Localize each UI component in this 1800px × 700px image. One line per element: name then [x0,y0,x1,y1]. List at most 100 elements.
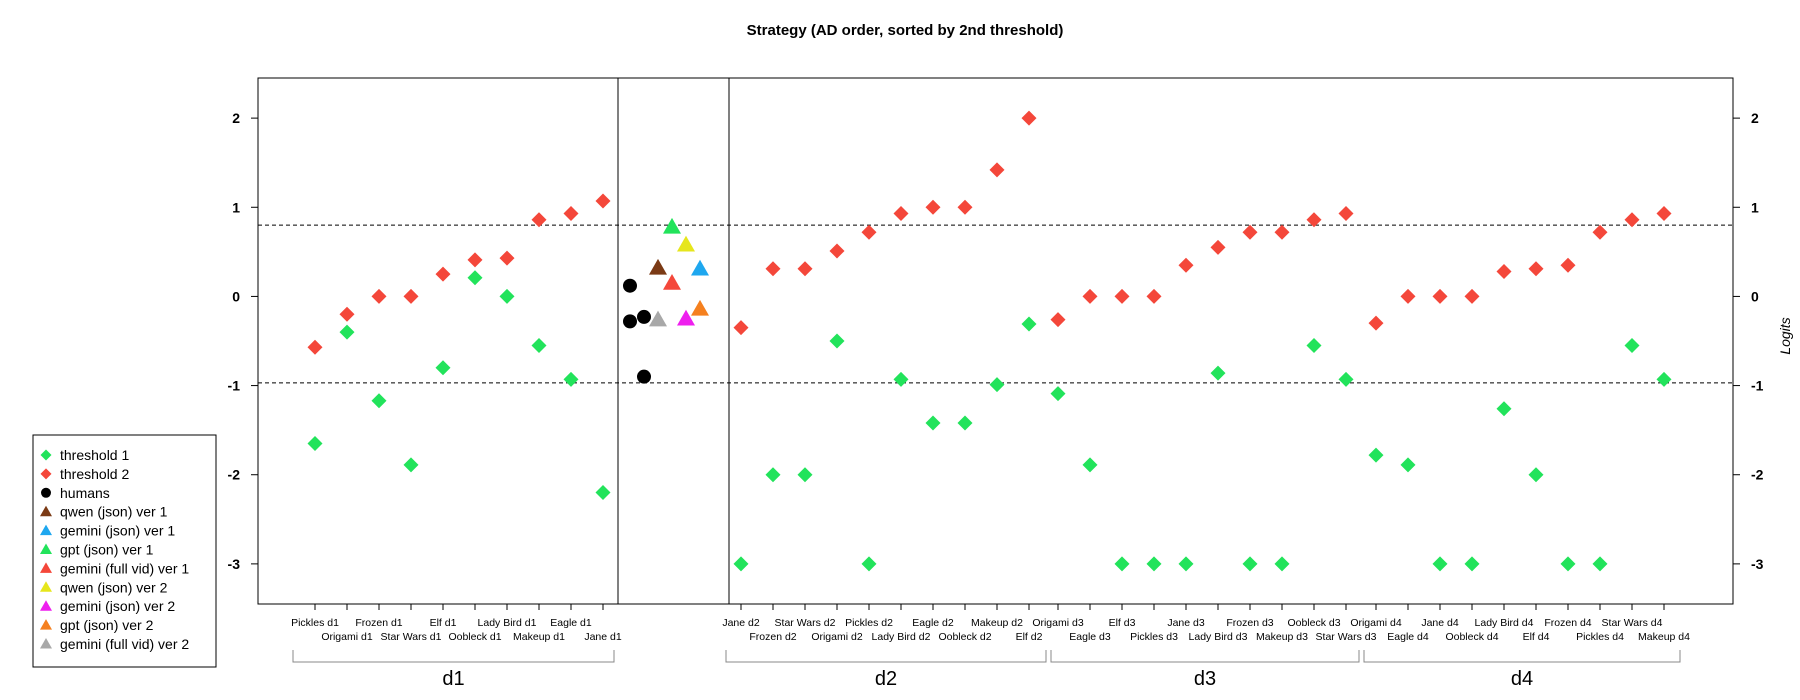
legend-marker-gemini-json-ver-2 [40,600,52,611]
threshold1-point-makeup-d1 [531,337,547,353]
y-tick-label: -1 [1751,378,1764,394]
legend-box [32,434,217,668]
group-label-d3: d3 [1194,668,1216,690]
threshold2-point-frozen-d3 [1242,224,1258,240]
threshold1-point-origami-d4 [1368,447,1384,463]
x-tick-label: Star Wars d4 [1602,617,1663,629]
threshold2-point-elf-d2 [1021,110,1037,126]
x-tick-label: Star Wars d2 [775,617,836,629]
threshold1-point-pickles-d2 [861,556,877,572]
legend-label-humans: humans [60,485,110,501]
humans-point [637,369,651,384]
y-tick-label: 1 [232,199,240,215]
x-tick-label: Jane d1 [584,631,622,643]
model-point-qwen-json-v1 [649,258,667,275]
threshold1-point-eagle-d4 [1400,457,1416,473]
threshold2-point-oobleck-d3 [1306,212,1322,228]
legend-marker-gpt-json-ver-2 [40,619,52,630]
legend-marker-gemini-full-vid-ver-2 [40,638,52,649]
legend: threshold 1 threshold 2 humans qwen (json) … [32,434,217,668]
legend-label-gpt-json-ver-2: gpt (json) ver 2 [60,617,154,633]
threshold2-point-pickles-d3 [1146,288,1162,304]
threshold2-point-star-wars-d3 [1338,206,1354,222]
x-tick-label: Makeup d1 [513,631,565,643]
threshold2-point-origami-d2 [829,243,845,259]
threshold1-point-eagle-d1 [563,371,579,387]
threshold2-point-star-wars-d1 [403,288,419,304]
threshold1-point-elf-d1 [435,360,451,376]
threshold2-point-elf-d1 [435,266,451,282]
threshold1-point-star-wars-d1 [403,457,419,473]
threshold1-point-oobleck-d2 [957,415,973,431]
x-tick-label: Eagle d1 [550,617,592,629]
x-tick-label: Oobleck d1 [448,631,501,643]
threshold1-point-pickles-d3 [1146,556,1162,572]
threshold2-point-makeup-d2 [989,162,1005,178]
threshold2-point-eagle-d2 [925,199,941,215]
group-label-d4: d4 [1511,668,1533,690]
model-point-gpt-json-v1 [663,217,681,234]
group-label-d2: d2 [875,668,897,690]
threshold1-point-origami-d1 [339,324,355,340]
legend-label-gemini-full-vid-ver-1: gemini (full vid) ver 1 [60,560,189,576]
legend-label-threshold-2: threshold 2 [60,466,129,482]
threshold2-point-pickles-d1 [307,339,323,355]
threshold1-point-frozen-d3 [1242,556,1258,572]
x-tick-label: Frozen d4 [1544,617,1591,629]
threshold1-point-oobleck-d3 [1306,337,1322,353]
threshold2-point-makeup-d1 [531,212,547,228]
group-bracket [1050,650,1360,663]
humans-point [623,278,637,293]
x-tick-label: Pickles d3 [1130,631,1178,643]
x-tick-label: Lady Bird d3 [1189,631,1248,643]
legend-marker-threshold-1 [40,449,52,461]
threshold2-point-jane-d3 [1178,257,1194,273]
x-tick-label: Frozen d2 [749,631,796,643]
x-tick-label: Lady Bird d2 [872,631,931,643]
threshold1-point-pickles-d4 [1592,556,1608,572]
threshold1-point-star-wars-d3 [1338,371,1354,387]
legend-marker-humans [41,487,51,498]
threshold2-point-origami-d4 [1368,315,1384,331]
legend-marker-gemini-full-vid-ver-1 [40,562,52,573]
x-tick-label: Origami d4 [1350,617,1402,629]
x-tick-label: Lady Bird d4 [1475,617,1534,629]
x-tick-label: Pickles d4 [1576,631,1624,643]
threshold2-point-frozen-d1 [371,288,387,304]
y-tick-label: -2 [228,467,241,483]
humans-point [637,309,651,324]
threshold1-point-frozen-d2 [765,467,781,483]
legend-marker-gpt-json-ver-1 [40,543,52,554]
threshold2-point-frozen-d4 [1560,257,1576,273]
y-tick-label: 1 [1751,199,1759,215]
threshold1-point-lady-bird-d1 [499,288,515,304]
legend-marker-threshold-2 [40,468,52,480]
x-tick-label: Star Wars d1 [381,631,442,643]
x-tick-label: Makeup d4 [1638,631,1690,643]
legend-label-gemini-full-vid-ver-2: gemini (full vid) ver 2 [60,636,189,652]
threshold1-point-makeup-d4 [1656,371,1672,387]
x-tick-label: Oobleck d4 [1445,631,1498,643]
y-tick-label: 2 [232,110,240,126]
x-tick-label: Frozen d1 [355,617,402,629]
threshold2-point-makeup-d3 [1274,224,1290,240]
chart-title: Strategy (AD order, sorted by 2nd thresh… [747,22,1064,39]
x-tick-label: Origami d3 [1032,617,1084,629]
x-tick-label: Elf d2 [1016,631,1043,643]
legend-label-qwen-json-ver-2: qwen (json) ver 2 [60,579,168,595]
threshold2-point-lady-bird-d1 [499,250,515,266]
x-tick-label: Eagle d4 [1387,631,1429,643]
threshold2-point-star-wars-d4 [1624,212,1640,228]
x-tick-label: Jane d3 [1167,617,1205,629]
y-tick-label: -1 [228,378,241,394]
threshold1-point-frozen-d4 [1560,556,1576,572]
threshold2-point-frozen-d2 [765,261,781,277]
threshold1-point-lady-bird-d2 [893,371,909,387]
humans-point [623,314,637,329]
x-tick-label: Frozen d3 [1226,617,1273,629]
threshold1-point-jane-d2 [733,556,749,572]
threshold1-point-eagle-d3 [1082,457,1098,473]
x-tick-label: Origami d1 [321,631,373,643]
legend-label-qwen-json-ver-1: qwen (json) ver 1 [60,504,168,520]
